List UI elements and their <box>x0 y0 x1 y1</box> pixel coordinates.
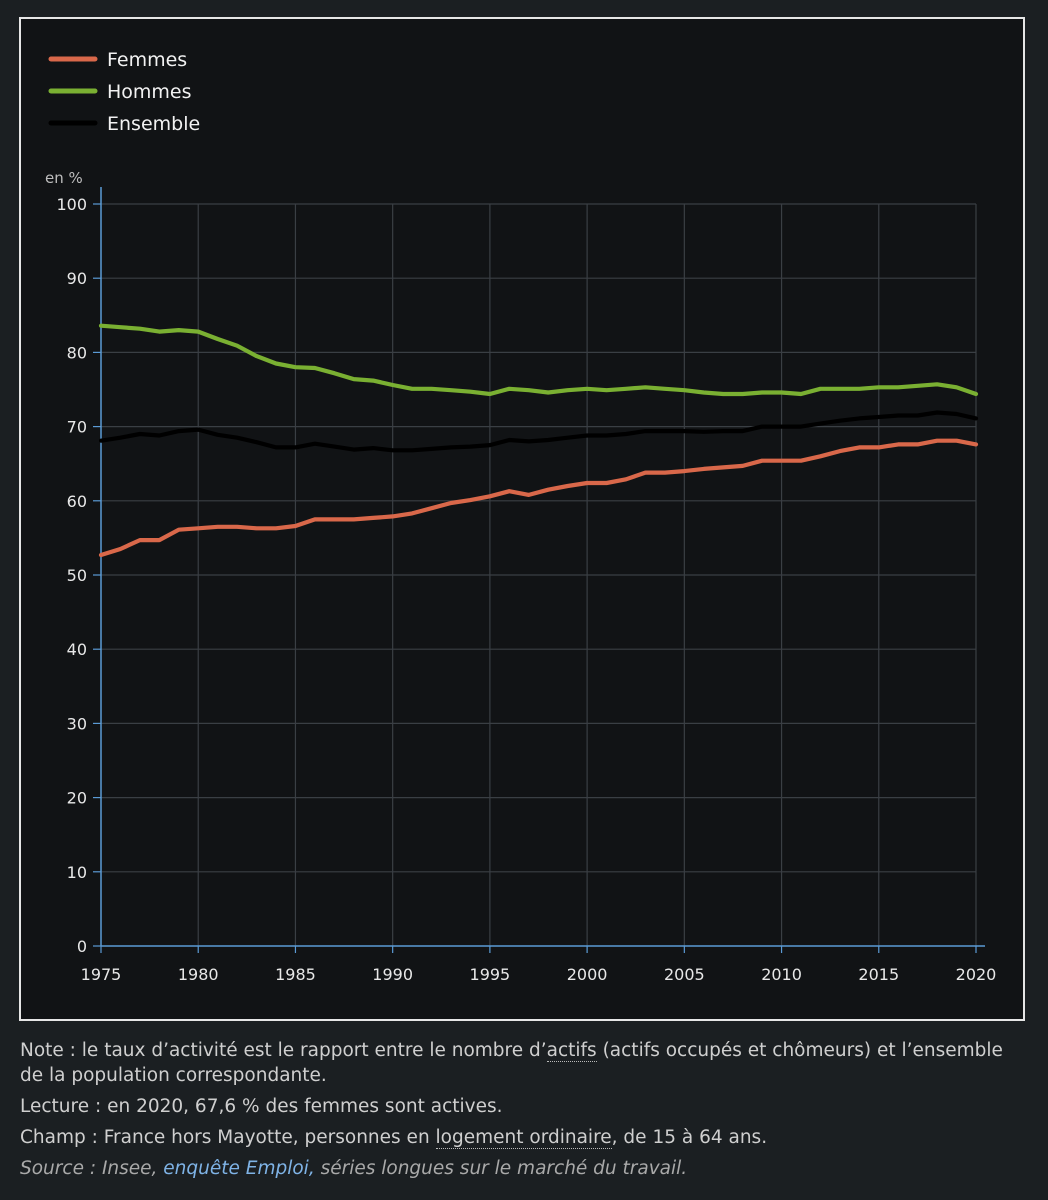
legend[interactable]: Femmes Hommes Ensemble <box>48 49 200 135</box>
legend-item-hommes[interactable]: Hommes <box>48 81 192 103</box>
x-tick-label: 1985 <box>275 965 316 984</box>
series-line-ensemble <box>98 410 979 453</box>
source-text: Source : Insee, enquête Emploi, séries l… <box>20 1158 688 1179</box>
lecture-text: Lecture : en 2020, 67,6 % des femmes son… <box>20 1096 503 1117</box>
logement-ordinaire-definition-link[interactable]: logement ordinaire <box>435 1127 612 1149</box>
y-unit-label: en % <box>45 169 83 187</box>
axis-layer: 1975 1980 1985 1990 1995 2000 2005 2010 2015 2020… <box>56 187 996 984</box>
x-tick-label: 2010 <box>761 965 802 984</box>
x-tick-label: 1995 <box>470 965 511 984</box>
line-chart: 1975 1980 1985 1990 1995 2000 2005 2010 2015 2020… <box>45 49 996 984</box>
x-tick-label: 1990 <box>372 965 413 984</box>
y-tick-label: 10 <box>67 863 87 882</box>
series-layer <box>98 323 979 558</box>
legend-item-femmes[interactable]: Femmes <box>48 49 187 71</box>
y-tick-label: 30 <box>67 714 87 733</box>
y-tick-label: 50 <box>67 566 87 585</box>
grid-layer <box>101 203 977 946</box>
x-tick-label: 1975 <box>81 965 122 984</box>
y-tick-label: 40 <box>67 640 87 659</box>
x-tick-label: 2000 <box>567 965 608 984</box>
legend-label: Ensemble <box>107 113 200 135</box>
y-tick-label: 20 <box>67 789 87 808</box>
legend-label: Femmes <box>107 49 187 71</box>
series-line-hommes <box>98 323 979 397</box>
series-line-femmes <box>98 438 979 558</box>
y-tick-label: 100 <box>56 195 87 214</box>
chart-notes: Note : le taux d’activité est le rapport… <box>20 1038 1030 1187</box>
note-text: Note : le taux d’activité est le rapport… <box>20 1040 1003 1086</box>
y-tick-label: 80 <box>67 343 87 362</box>
chart-frame: 1975 1980 1985 1990 1995 2000 2005 2010 2015 2020… <box>19 17 1025 1021</box>
enquete-emploi-link[interactable]: enquête Emploi, <box>163 1158 315 1179</box>
y-tick-label: 0 <box>77 937 87 956</box>
actifs-definition-link[interactable]: actifs <box>546 1040 597 1062</box>
champ-text: Champ : France hors Mayotte, personnes e… <box>20 1127 768 1149</box>
x-tick-label: 2005 <box>664 965 705 984</box>
y-tick-label: 90 <box>67 269 87 288</box>
y-tick-label: 70 <box>67 418 87 437</box>
legend-label: Hommes <box>107 81 192 103</box>
x-tick-label: 2020 <box>956 965 997 984</box>
legend-item-ensemble[interactable]: Ensemble <box>48 113 200 135</box>
y-tick-label: 60 <box>67 492 87 511</box>
x-tick-label: 1980 <box>178 965 219 984</box>
x-tick-label: 2015 <box>858 965 899 984</box>
